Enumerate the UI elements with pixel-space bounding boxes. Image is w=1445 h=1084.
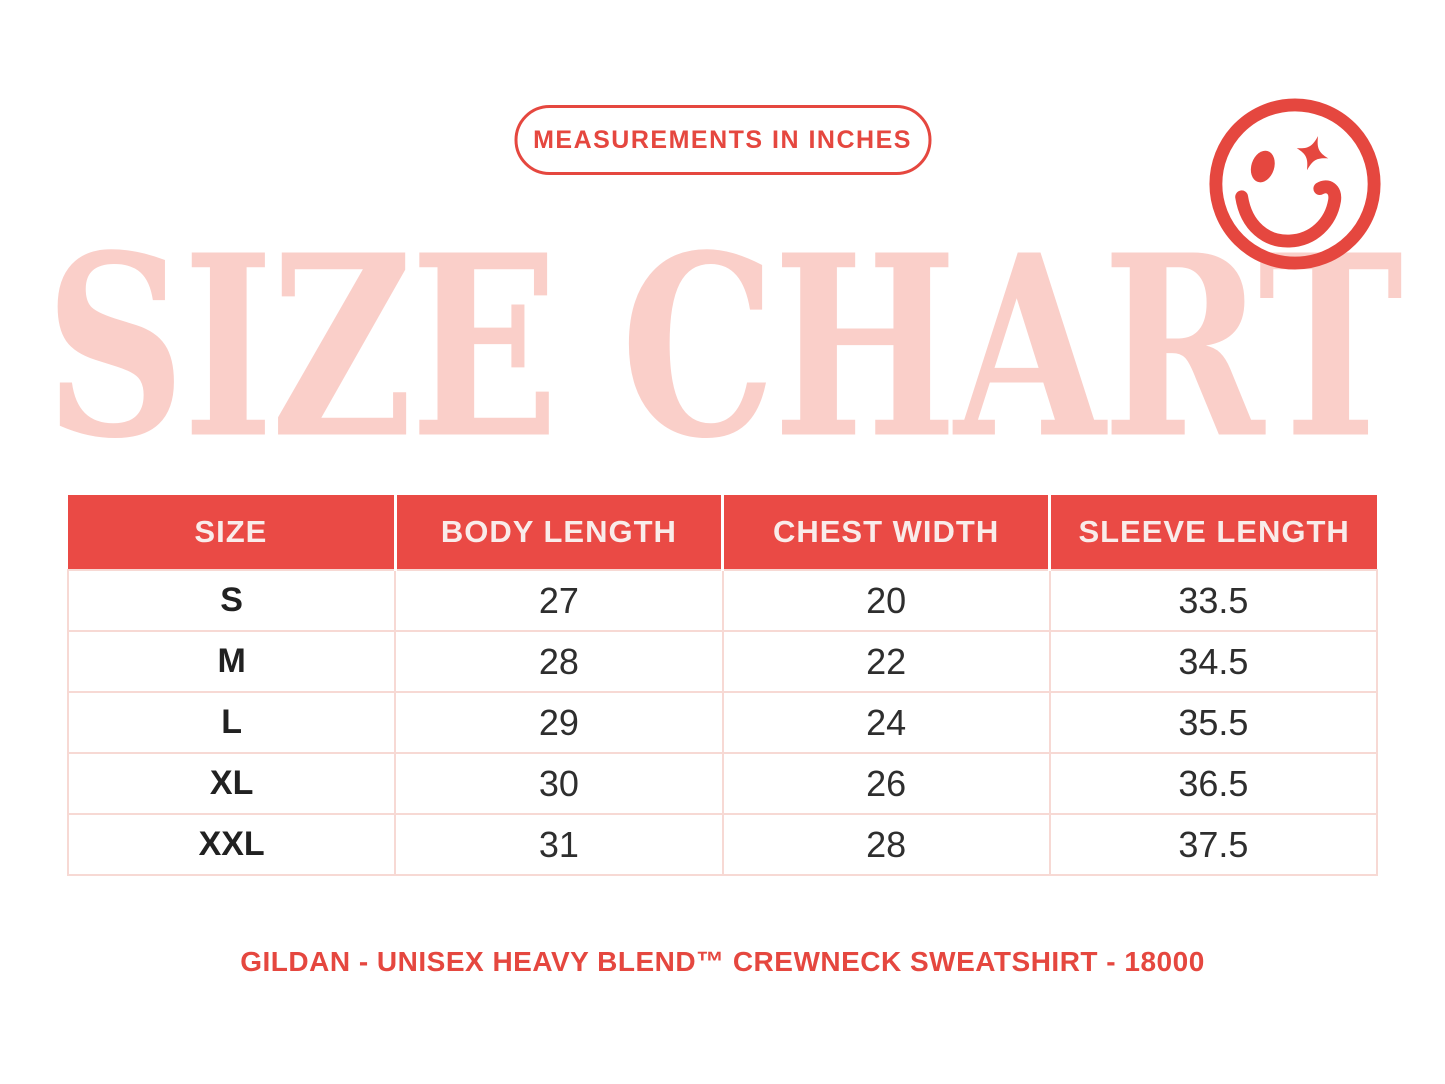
table-header-row: SIZE BODY LENGTH CHEST WIDTH SLEEVE LENG… <box>68 495 1377 570</box>
measurements-badge-label: MEASUREMENTS IN INCHES <box>533 125 912 154</box>
cell-size: XXL <box>66 813 397 876</box>
cell-size: L <box>66 691 397 754</box>
cell-size: M <box>66 630 397 693</box>
table-row: XXL 31 28 37.5 <box>66 813 1379 876</box>
cell-sleeve-length: 37.5 <box>1048 813 1379 876</box>
product-name: GILDAN - UNISEX HEAVY BLEND™ CREWNECK SW… <box>240 946 1205 977</box>
cell-body-length: 31 <box>394 813 724 876</box>
cell-chest-width: 28 <box>721 813 1051 876</box>
cell-body-length: 30 <box>394 752 724 815</box>
page-title: SIZE CHART <box>44 200 1403 494</box>
cell-size: S <box>66 569 397 632</box>
table-row: M 28 22 34.5 <box>66 630 1379 693</box>
cell-body-length: 28 <box>394 630 724 693</box>
cell-chest-width: 20 <box>721 569 1051 632</box>
smiley-icon <box>1209 98 1381 270</box>
table-row: XL 30 26 36.5 <box>66 752 1379 815</box>
cell-sleeve-length: 36.5 <box>1048 752 1379 815</box>
cell-size: XL <box>66 752 397 815</box>
table-row: L 29 24 35.5 <box>66 691 1379 754</box>
cell-sleeve-length: 33.5 <box>1048 569 1379 632</box>
cell-sleeve-length: 35.5 <box>1048 691 1379 754</box>
column-header-size: SIZE <box>68 495 397 570</box>
column-header-sleeve-length: SLEEVE LENGTH <box>1049 495 1377 570</box>
table-row: S 27 20 33.5 <box>66 569 1379 632</box>
cell-sleeve-length: 34.5 <box>1048 630 1379 693</box>
cell-chest-width: 22 <box>721 630 1051 693</box>
column-header-body-length: BODY LENGTH <box>395 495 725 570</box>
cell-body-length: 29 <box>394 691 724 754</box>
size-table: SIZE BODY LENGTH CHEST WIDTH SLEEVE LENG… <box>66 495 1379 876</box>
cell-chest-width: 26 <box>721 752 1051 815</box>
cell-body-length: 27 <box>394 569 724 632</box>
measurements-badge: MEASUREMENTS IN INCHES <box>514 105 931 175</box>
cell-chest-width: 24 <box>721 691 1051 754</box>
column-header-chest-width: CHEST WIDTH <box>722 495 1052 570</box>
